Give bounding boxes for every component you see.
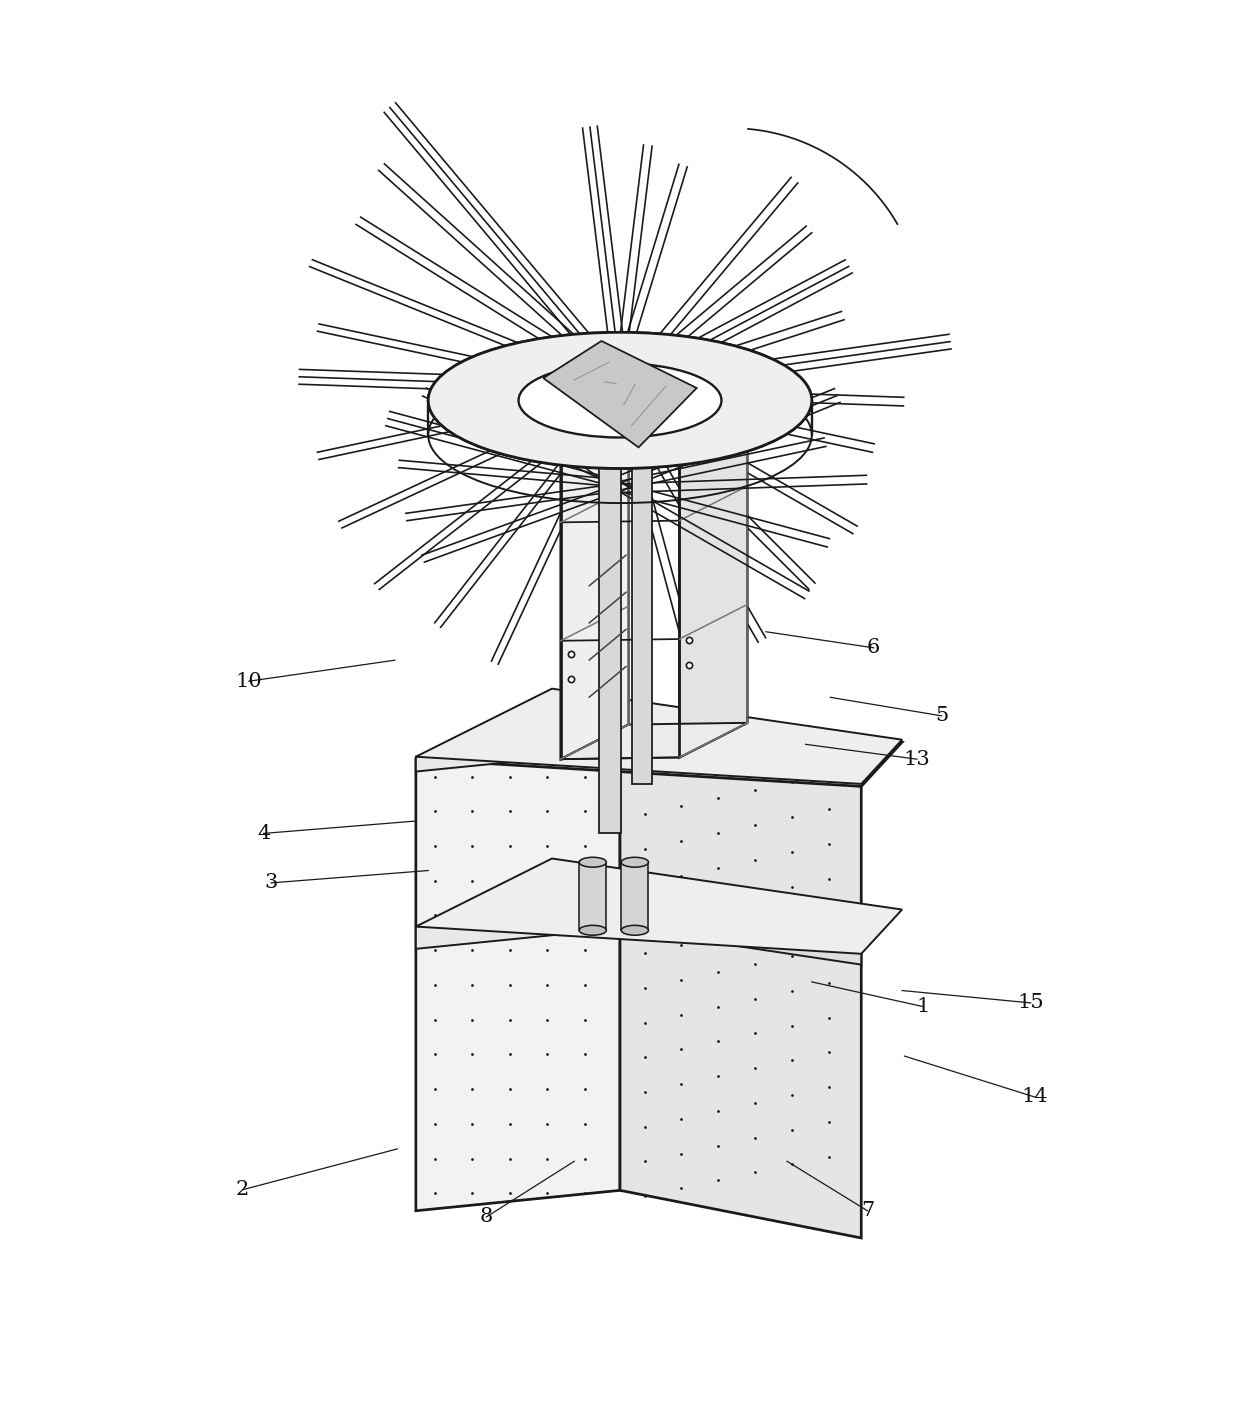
- Polygon shape: [680, 364, 748, 757]
- Ellipse shape: [579, 926, 606, 936]
- Polygon shape: [620, 906, 862, 965]
- Polygon shape: [415, 688, 901, 784]
- Text: 6: 6: [867, 639, 880, 657]
- Polygon shape: [599, 339, 621, 833]
- Ellipse shape: [518, 363, 722, 438]
- Polygon shape: [621, 862, 649, 930]
- Text: 1: 1: [916, 998, 930, 1016]
- Ellipse shape: [428, 332, 812, 469]
- Text: 13: 13: [904, 750, 930, 768]
- Polygon shape: [560, 723, 748, 760]
- Polygon shape: [543, 340, 697, 447]
- Polygon shape: [415, 736, 620, 771]
- Polygon shape: [415, 858, 901, 954]
- Ellipse shape: [621, 926, 649, 936]
- Text: 5: 5: [935, 706, 949, 726]
- Polygon shape: [415, 691, 901, 787]
- Ellipse shape: [579, 857, 606, 867]
- Text: 2: 2: [236, 1180, 249, 1199]
- Polygon shape: [415, 906, 620, 948]
- Text: 4: 4: [257, 825, 270, 843]
- Polygon shape: [560, 366, 629, 760]
- Text: 15: 15: [1018, 993, 1044, 1013]
- Ellipse shape: [621, 857, 649, 867]
- Text: 8: 8: [480, 1207, 494, 1227]
- Polygon shape: [415, 739, 620, 1211]
- Polygon shape: [632, 350, 652, 784]
- Polygon shape: [620, 736, 862, 772]
- Polygon shape: [579, 862, 606, 930]
- Text: 3: 3: [264, 874, 278, 892]
- Text: 7: 7: [861, 1202, 874, 1220]
- Polygon shape: [560, 364, 748, 401]
- Text: 10: 10: [236, 671, 262, 691]
- Ellipse shape: [428, 332, 812, 469]
- Text: 14: 14: [1022, 1088, 1048, 1106]
- Polygon shape: [620, 739, 862, 1238]
